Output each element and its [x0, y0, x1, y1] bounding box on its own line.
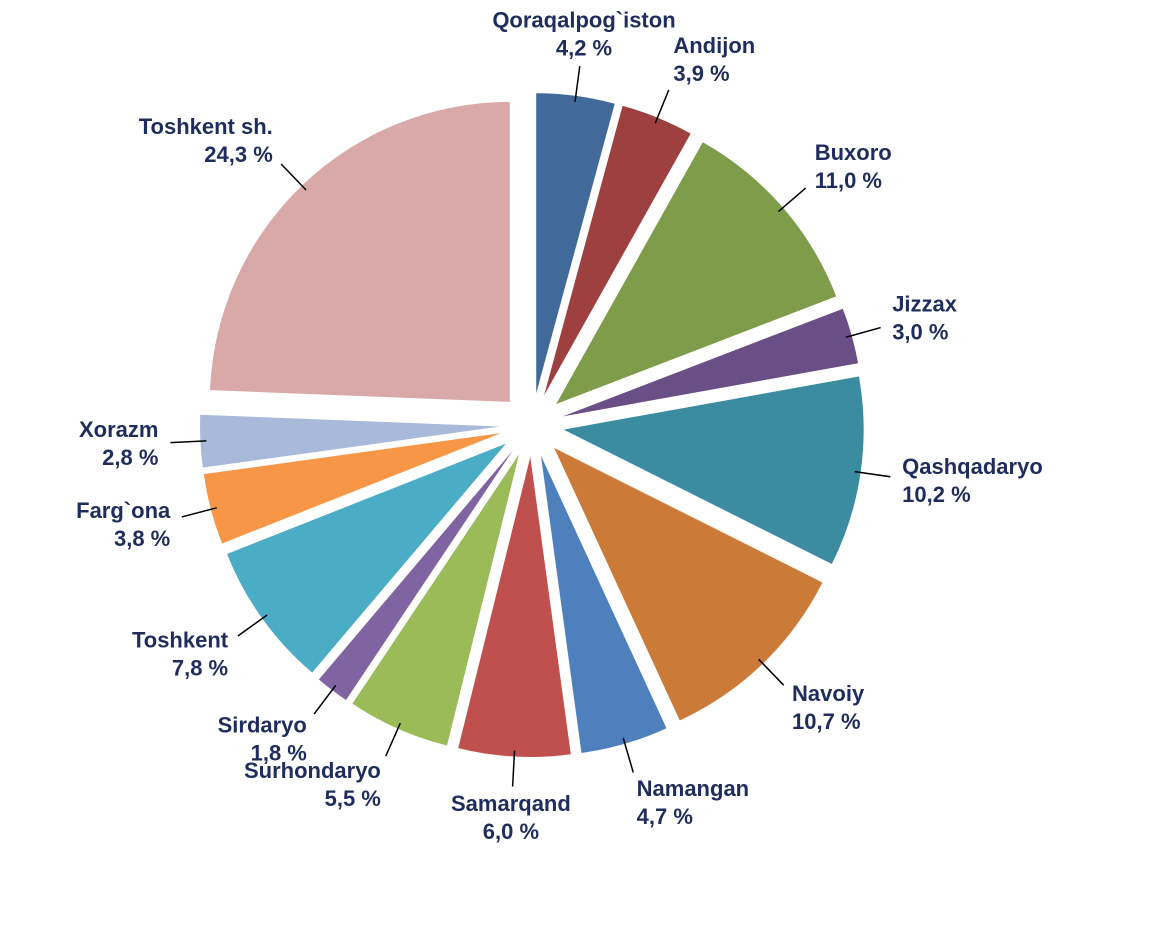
- value-label: 10,2 %: [902, 482, 971, 507]
- category-label: Navoiy: [792, 681, 865, 706]
- category-label: Surhondaryo: [244, 758, 381, 783]
- pie-slice: [556, 142, 837, 405]
- pie-slice: [562, 308, 859, 417]
- pie-slice: [554, 447, 823, 721]
- value-label: 4,7 %: [637, 804, 693, 829]
- category-label: Qoraqalpog`iston: [492, 7, 675, 32]
- pie-slice: [210, 101, 510, 402]
- category-label: Buxoro: [815, 140, 892, 165]
- leader-line: [280, 163, 307, 191]
- leader-line: [170, 440, 207, 444]
- value-label: 7,8 %: [172, 655, 228, 680]
- category-label: Xorazm: [79, 417, 158, 442]
- pie-slice: [352, 454, 520, 746]
- value-label: 5,5 %: [325, 786, 381, 811]
- pie-slice: [318, 450, 513, 700]
- pie-slice: [563, 376, 864, 565]
- leader-line: [313, 684, 337, 715]
- value-label: 3,9 %: [673, 61, 729, 86]
- pie-slice: [458, 456, 571, 757]
- value-label: 1,8 %: [251, 740, 307, 765]
- leader-line: [574, 66, 581, 102]
- leader-line: [385, 722, 401, 757]
- value-label: 4,2 %: [556, 35, 612, 60]
- value-label: 6,0 %: [483, 819, 539, 844]
- pie-slice: [540, 455, 667, 753]
- value-label: 3,8 %: [114, 526, 170, 551]
- value-label: 10,7 %: [792, 709, 861, 734]
- category-label: Toshkent sh.: [139, 114, 273, 139]
- leader-line: [845, 326, 881, 338]
- leader-line: [622, 737, 635, 773]
- category-label: Qashqadaryo: [902, 454, 1043, 479]
- category-label: Namangan: [637, 776, 749, 801]
- pie-slice: [227, 443, 506, 673]
- category-label: Farg`ona: [76, 498, 171, 523]
- pie-slice: [203, 433, 502, 544]
- category-label: Andijon: [673, 33, 755, 58]
- leader-line: [777, 187, 807, 213]
- leader-line: [654, 89, 670, 124]
- category-label: Samarqand: [451, 791, 571, 816]
- category-label: Jizzax: [892, 292, 958, 317]
- leader-line: [181, 507, 217, 518]
- pie-slice: [544, 105, 691, 396]
- category-label: Sirdaryo: [218, 712, 307, 737]
- leader-line: [511, 750, 516, 787]
- pie-slice: [200, 414, 501, 468]
- value-label: 24,3 %: [204, 142, 273, 167]
- leader-line: [758, 658, 785, 686]
- value-label: 11,0 %: [815, 168, 882, 193]
- pie-slice: [536, 93, 615, 394]
- leader-line: [854, 470, 891, 478]
- value-label: 2,8 %: [102, 445, 158, 470]
- category-label: Toshkent: [132, 627, 229, 652]
- leader-line: [237, 614, 268, 637]
- value-label: 3,0 %: [892, 320, 948, 345]
